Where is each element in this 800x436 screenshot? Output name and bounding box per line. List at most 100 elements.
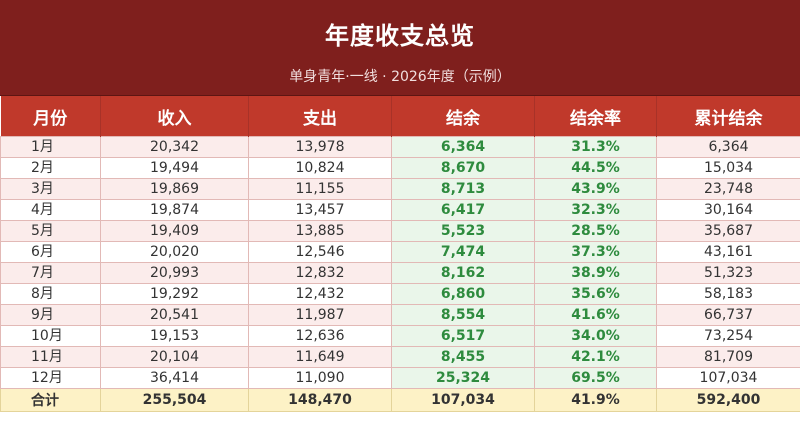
month-cell[interactable]: 12月 bbox=[0, 367, 101, 389]
table-row: 2月 19,494 10,824 8,670 44.5% 15,034 bbox=[0, 157, 800, 179]
savings-rate-cell[interactable]: 28.5% bbox=[534, 220, 657, 242]
balance-cell[interactable]: 8,162 bbox=[391, 262, 535, 284]
cumulative-cell[interactable]: 66,737 bbox=[656, 304, 800, 326]
month-cell[interactable]: 9月 bbox=[0, 304, 101, 326]
cumulative-cell[interactable]: 81,709 bbox=[656, 346, 800, 368]
column-header-cumulative-balance[interactable]: 累计结余 bbox=[656, 96, 800, 137]
savings-rate-cell[interactable]: 32.3% bbox=[534, 199, 657, 221]
expense-cell[interactable]: 12,432 bbox=[248, 283, 392, 305]
table-row: 9月 20,541 11,987 8,554 41.6% 66,737 bbox=[0, 304, 800, 326]
income-cell[interactable]: 20,104 bbox=[100, 346, 249, 368]
expense-cell[interactable]: 12,546 bbox=[248, 241, 392, 263]
income-cell[interactable]: 19,409 bbox=[100, 220, 249, 242]
cumulative-cell[interactable]: 30,164 bbox=[656, 199, 800, 221]
cumulative-cell[interactable]: 107,034 bbox=[656, 367, 800, 389]
savings-rate-cell[interactable]: 41.6% bbox=[534, 304, 657, 326]
header-row: 月份 收入 支出 结余 结余率 累计结余 bbox=[0, 96, 800, 137]
cumulative-cell[interactable]: 73,254 bbox=[656, 325, 800, 347]
savings-rate-cell[interactable]: 69.5% bbox=[534, 367, 657, 389]
table-row: 11月 20,104 11,649 8,455 42.1% 81,709 bbox=[0, 346, 800, 368]
title-banner: 年度收支总览 单身青年·一线 · 2026年度（示例） bbox=[0, 0, 800, 96]
column-header-month[interactable]: 月份 bbox=[0, 96, 101, 137]
savings-rate-cell[interactable]: 34.0% bbox=[534, 325, 657, 347]
expense-cell[interactable]: 13,885 bbox=[248, 220, 392, 242]
table-row: 7月 20,993 12,832 8,162 38.9% 51,323 bbox=[0, 262, 800, 284]
total-income-cell[interactable]: 255,504 bbox=[100, 388, 249, 412]
month-cell[interactable]: 5月 bbox=[0, 220, 101, 242]
total-cumulative-cell[interactable]: 592,400 bbox=[656, 388, 800, 412]
cumulative-cell[interactable]: 35,687 bbox=[656, 220, 800, 242]
balance-cell[interactable]: 7,474 bbox=[391, 241, 535, 263]
expense-cell[interactable]: 12,832 bbox=[248, 262, 392, 284]
table-row: 10月 19,153 12,636 6,517 34.0% 73,254 bbox=[0, 325, 800, 347]
expense-cell[interactable]: 11,987 bbox=[248, 304, 392, 326]
savings-rate-cell[interactable]: 43.9% bbox=[534, 178, 657, 200]
table-row: 3月 19,869 11,155 8,713 43.9% 23,748 bbox=[0, 178, 800, 200]
savings-rate-cell[interactable]: 42.1% bbox=[534, 346, 657, 368]
income-cell[interactable]: 19,494 bbox=[100, 157, 249, 179]
balance-cell[interactable]: 25,324 bbox=[391, 367, 535, 389]
column-header-balance[interactable]: 结余 bbox=[391, 96, 535, 137]
income-cell[interactable]: 19,292 bbox=[100, 283, 249, 305]
month-cell[interactable]: 11月 bbox=[0, 346, 101, 368]
income-cell[interactable]: 20,342 bbox=[100, 136, 249, 158]
month-cell[interactable]: 2月 bbox=[0, 157, 101, 179]
month-cell[interactable]: 10月 bbox=[0, 325, 101, 347]
income-cell[interactable]: 19,874 bbox=[100, 199, 249, 221]
balance-cell[interactable]: 8,713 bbox=[391, 178, 535, 200]
month-cell[interactable]: 4月 bbox=[0, 199, 101, 221]
income-cell[interactable]: 20,993 bbox=[100, 262, 249, 284]
total-row: 合计 255,504 148,470 107,034 41.9% 592,400 bbox=[0, 388, 800, 412]
balance-cell[interactable]: 6,860 bbox=[391, 283, 535, 305]
expense-cell[interactable]: 10,824 bbox=[248, 157, 392, 179]
cumulative-cell[interactable]: 58,183 bbox=[656, 283, 800, 305]
table-row: 8月 19,292 12,432 6,860 35.6% 58,183 bbox=[0, 283, 800, 305]
expense-cell[interactable]: 11,155 bbox=[248, 178, 392, 200]
column-header-savings-rate[interactable]: 结余率 bbox=[534, 96, 657, 137]
balance-cell[interactable]: 5,523 bbox=[391, 220, 535, 242]
table-body: 1月 20,342 13,978 6,364 31.3% 6,364 2月 19,494 10,… bbox=[0, 136, 800, 389]
total-savings-rate-cell[interactable]: 41.9% bbox=[534, 388, 657, 412]
total-label-cell[interactable]: 合计 bbox=[0, 388, 101, 412]
expense-cell[interactable]: 13,457 bbox=[248, 199, 392, 221]
income-cell[interactable]: 36,414 bbox=[100, 367, 249, 389]
balance-cell[interactable]: 8,455 bbox=[391, 346, 535, 368]
total-expense-cell[interactable]: 148,470 bbox=[248, 388, 392, 412]
savings-rate-cell[interactable]: 37.3% bbox=[534, 241, 657, 263]
cumulative-cell[interactable]: 51,323 bbox=[656, 262, 800, 284]
balance-cell[interactable]: 6,517 bbox=[391, 325, 535, 347]
month-cell[interactable]: 8月 bbox=[0, 283, 101, 305]
sheet-title: 年度收支总览 bbox=[325, 22, 475, 50]
table-row: 12月 36,414 11,090 25,324 69.5% 107,034 bbox=[0, 367, 800, 389]
sheet-subtitle: 单身青年·一线 · 2026年度（示例） bbox=[289, 69, 511, 85]
total-balance-cell[interactable]: 107,034 bbox=[391, 388, 535, 412]
month-cell[interactable]: 7月 bbox=[0, 262, 101, 284]
income-cell[interactable]: 19,153 bbox=[100, 325, 249, 347]
savings-rate-cell[interactable]: 31.3% bbox=[534, 136, 657, 158]
column-header-income[interactable]: 收入 bbox=[100, 96, 249, 137]
cumulative-cell[interactable]: 15,034 bbox=[656, 157, 800, 179]
month-cell[interactable]: 6月 bbox=[0, 241, 101, 263]
balance-cell[interactable]: 8,554 bbox=[391, 304, 535, 326]
summary-table: 月份 收入 支出 结余 结余率 累计结余 1月 20,342 13,978 6,364… bbox=[0, 96, 800, 412]
savings-rate-cell[interactable]: 44.5% bbox=[534, 157, 657, 179]
expense-cell[interactable]: 11,649 bbox=[248, 346, 392, 368]
expense-cell[interactable]: 11,090 bbox=[248, 367, 392, 389]
balance-cell[interactable]: 8,670 bbox=[391, 157, 535, 179]
income-cell[interactable]: 20,020 bbox=[100, 241, 249, 263]
table-row: 5月 19,409 13,885 5,523 28.5% 35,687 bbox=[0, 220, 800, 242]
cumulative-cell[interactable]: 6,364 bbox=[656, 136, 800, 158]
income-cell[interactable]: 19,869 bbox=[100, 178, 249, 200]
savings-rate-cell[interactable]: 35.6% bbox=[534, 283, 657, 305]
income-cell[interactable]: 20,541 bbox=[100, 304, 249, 326]
savings-rate-cell[interactable]: 38.9% bbox=[534, 262, 657, 284]
cumulative-cell[interactable]: 43,161 bbox=[656, 241, 800, 263]
column-header-expense[interactable]: 支出 bbox=[248, 96, 392, 137]
expense-cell[interactable]: 12,636 bbox=[248, 325, 392, 347]
month-cell[interactable]: 3月 bbox=[0, 178, 101, 200]
expense-cell[interactable]: 13,978 bbox=[248, 136, 392, 158]
month-cell[interactable]: 1月 bbox=[0, 136, 101, 158]
balance-cell[interactable]: 6,417 bbox=[391, 199, 535, 221]
cumulative-cell[interactable]: 23,748 bbox=[656, 178, 800, 200]
balance-cell[interactable]: 6,364 bbox=[391, 136, 535, 158]
